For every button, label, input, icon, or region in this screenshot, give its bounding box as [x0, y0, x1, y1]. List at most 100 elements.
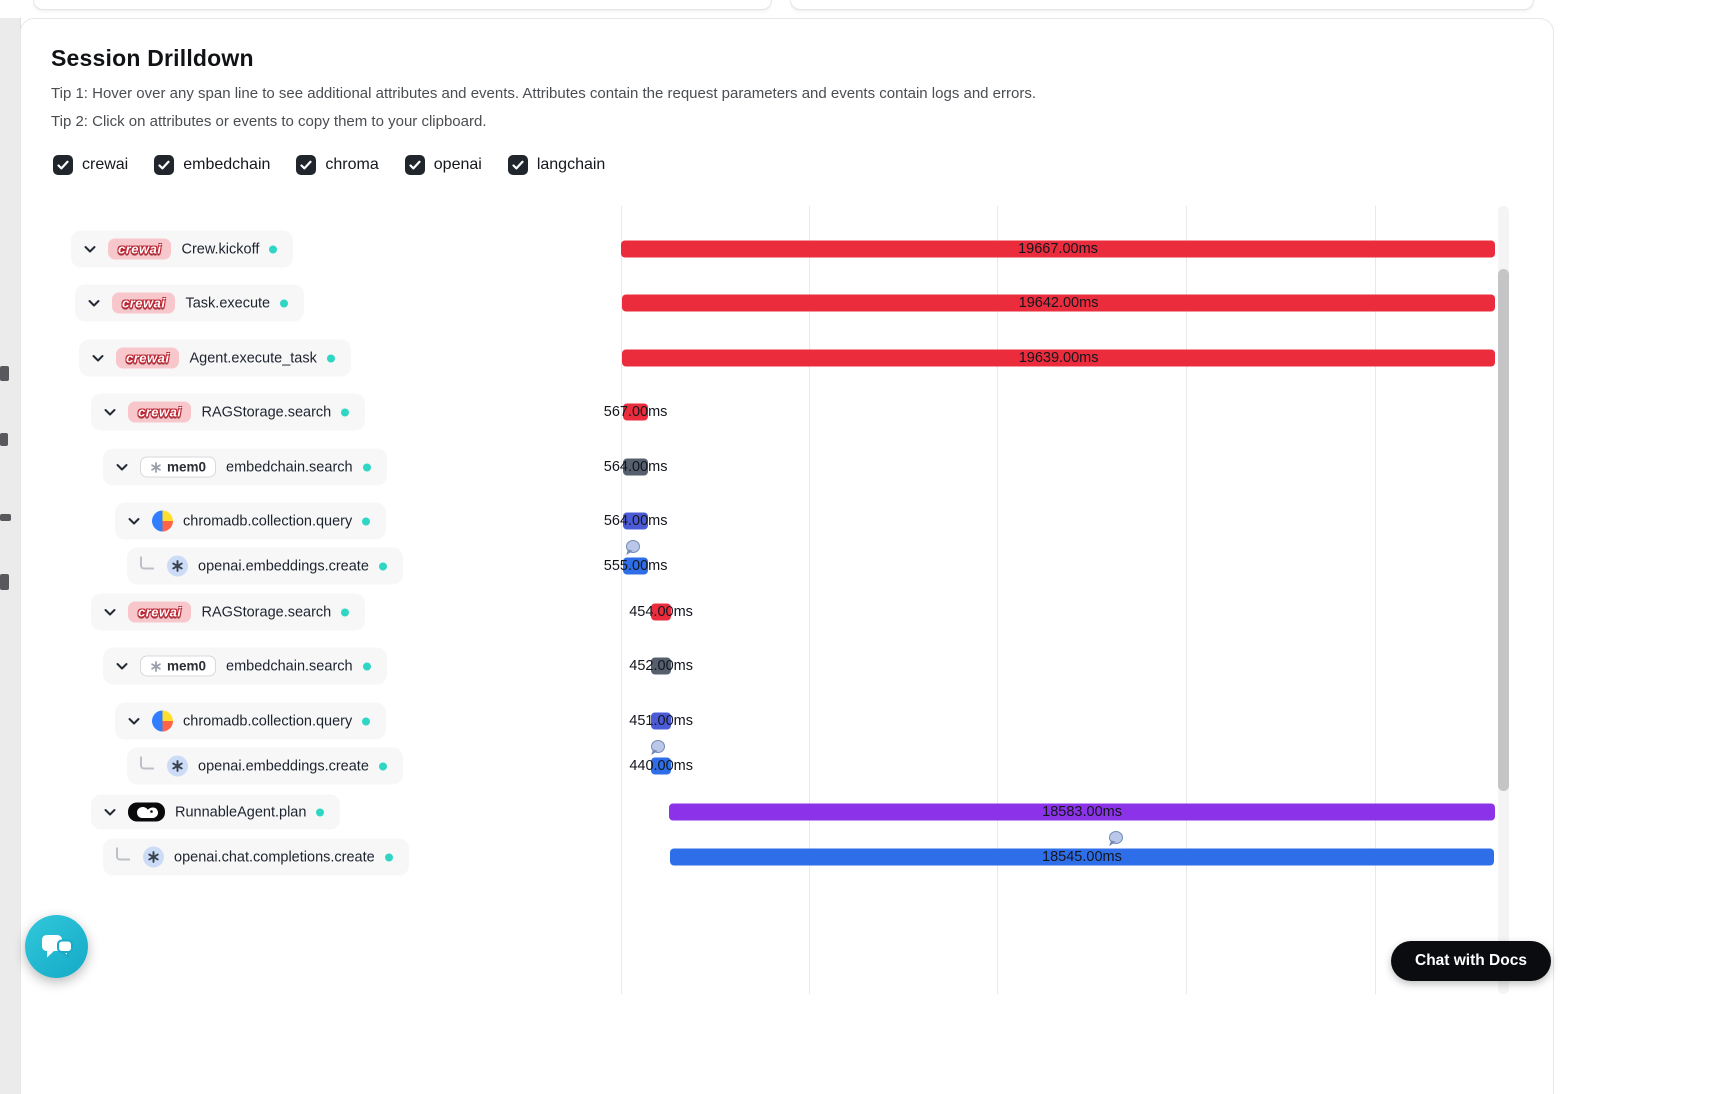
span-bar[interactable] [651, 757, 671, 775]
span-bar[interactable] [651, 657, 672, 675]
chroma-logo-icon [152, 710, 173, 732]
span-bar[interactable] [669, 848, 1494, 866]
chevron-down-icon[interactable] [81, 241, 98, 258]
span-label-Task.execute[interactable]: crewai Task.execute [75, 284, 305, 322]
span-bar[interactable] [623, 557, 648, 575]
event-marker-body [651, 740, 666, 753]
span-label-chromadb.collection.query[interactable]: chromadb.collection.query [115, 702, 387, 740]
filter-label: chroma [325, 156, 379, 173]
chroma-logo-icon [152, 510, 173, 532]
span-label-RAGStorage.search[interactable]: crewai RAGStorage.search [91, 393, 366, 431]
span-name: Task.execute [185, 295, 271, 311]
chevron-down-icon[interactable] [101, 604, 118, 621]
span-label-RAGStorage.search[interactable]: crewai RAGStorage.search [91, 593, 366, 631]
span-bar[interactable] [622, 294, 1495, 312]
span-duration: 18545.00ms [1042, 849, 1122, 865]
checkbox-langchain[interactable] [507, 155, 528, 175]
checkbox-openai[interactable] [404, 155, 425, 175]
checkbox-chroma[interactable] [296, 155, 317, 175]
trace-row: crewai RAGStorage.search 454.00ms [21, 585, 1533, 639]
status-dot [378, 762, 387, 770]
chat-bubbles-icon [39, 930, 75, 963]
event-marker-icon[interactable] [1109, 831, 1124, 848]
span-bar[interactable] [623, 458, 649, 476]
status-dot [362, 517, 371, 525]
left-edge-artifact [0, 514, 11, 521]
span-name: chromadb.collection.query [183, 513, 353, 529]
span-bar[interactable] [623, 512, 649, 530]
filter-crewai[interactable]: crewai [53, 155, 128, 175]
gridline [1375, 206, 1376, 994]
status-dot [341, 408, 350, 416]
checkbox-crewai[interactable] [53, 155, 73, 175]
span-name: RAGStorage.search [201, 404, 332, 420]
filter-openai[interactable]: openai [404, 155, 482, 175]
span-bar[interactable] [650, 603, 672, 621]
status-dot [269, 245, 278, 253]
span-label-openai.embeddings.create[interactable]: openai.embeddings.create [127, 747, 403, 785]
mem0-label: mem0 [167, 658, 207, 674]
span-bar[interactable] [621, 240, 1495, 258]
status-dot [280, 299, 289, 307]
span-bar[interactable] [651, 712, 672, 730]
event-marker-tail [1109, 840, 1116, 848]
span-bar[interactable] [669, 803, 1495, 821]
gridline [621, 206, 622, 994]
status-dot [362, 662, 371, 670]
span-label-openai.embeddings.create[interactable]: openai.embeddings.create [127, 547, 403, 585]
filter-langchain[interactable]: langchain [507, 155, 605, 175]
filter-chroma[interactable]: chroma [296, 155, 379, 175]
openai-logo-icon [167, 755, 188, 777]
check-icon [512, 160, 524, 169]
chevron-down-icon[interactable] [89, 350, 106, 367]
tip-1: Tip 1: Hover over any span line to see a… [51, 85, 1037, 102]
status-dot [378, 562, 387, 570]
span-label-chromadb.collection.query[interactable]: chromadb.collection.query [115, 502, 387, 540]
chevron-down-icon[interactable] [125, 513, 142, 530]
span-label-Agent.execute_task[interactable]: crewai Agent.execute_task [79, 339, 351, 377]
openai-asterisk-icon [147, 851, 160, 864]
span-label-RunnableAgent.plan[interactable]: RunnableAgent.plan [91, 794, 341, 830]
span-label-embedchain.search[interactable]: mem0 embedchain.search [103, 647, 387, 685]
left-edge-strip [0, 18, 21, 1094]
span-label-embedchain.search[interactable]: mem0 embedchain.search [103, 448, 387, 486]
chevron-down-icon[interactable] [101, 804, 118, 821]
chevron-down-icon[interactable] [85, 295, 102, 312]
trace-scrollbar-thumb[interactable] [1498, 269, 1509, 791]
span-duration: 19639.00ms [1018, 350, 1099, 366]
trace-row: chromadb.collection.query 451.00ms [21, 694, 1533, 748]
status-dot [362, 717, 371, 725]
child-connector-icon [116, 847, 130, 861]
trace-container: crewai Crew.kickoff 19667.00ms crewai Task.e… [21, 206, 1533, 994]
chat-widget-launcher[interactable] [25, 915, 88, 978]
span-duration: 454.00ms [629, 604, 693, 620]
span-label-Crew.kickoff[interactable]: crewai Crew.kickoff [71, 230, 294, 268]
span-name: RunnableAgent.plan [175, 804, 307, 820]
span-label-openai.chat.completions.create[interactable]: openai.chat.completions.create [103, 838, 409, 876]
crewai-logo-badge: crewai [116, 347, 180, 369]
event-marker-icon[interactable] [625, 540, 641, 557]
chevron-down-icon[interactable] [101, 404, 118, 421]
span-name: Crew.kickoff [181, 241, 260, 257]
mem0-label: mem0 [167, 459, 207, 475]
span-duration: 19667.00ms [1018, 241, 1098, 257]
event-marker-body [625, 540, 640, 553]
check-icon [300, 160, 313, 169]
span-bar[interactable] [622, 403, 649, 421]
span-name: openai.embeddings.create [198, 558, 369, 574]
chevron-down-icon[interactable] [125, 713, 142, 730]
filter-embedchain[interactable]: embedchain [154, 155, 270, 175]
openai-asterisk-icon [171, 760, 184, 773]
openai-logo-icon [167, 555, 188, 577]
mem0-gear-icon [150, 461, 162, 473]
page-title: Session Drilldown [51, 45, 254, 71]
span-name: Agent.execute_task [189, 350, 317, 366]
event-marker-tail [626, 549, 633, 557]
chevron-down-icon[interactable] [113, 658, 130, 675]
checkbox-embedchain[interactable] [154, 155, 175, 175]
span-bar[interactable] [622, 349, 1495, 367]
chevron-down-icon[interactable] [113, 459, 130, 476]
chat-with-docs-button[interactable]: Chat with Docs [1391, 941, 1551, 981]
event-marker-icon[interactable] [651, 740, 666, 757]
left-edge-artifact [0, 574, 9, 590]
